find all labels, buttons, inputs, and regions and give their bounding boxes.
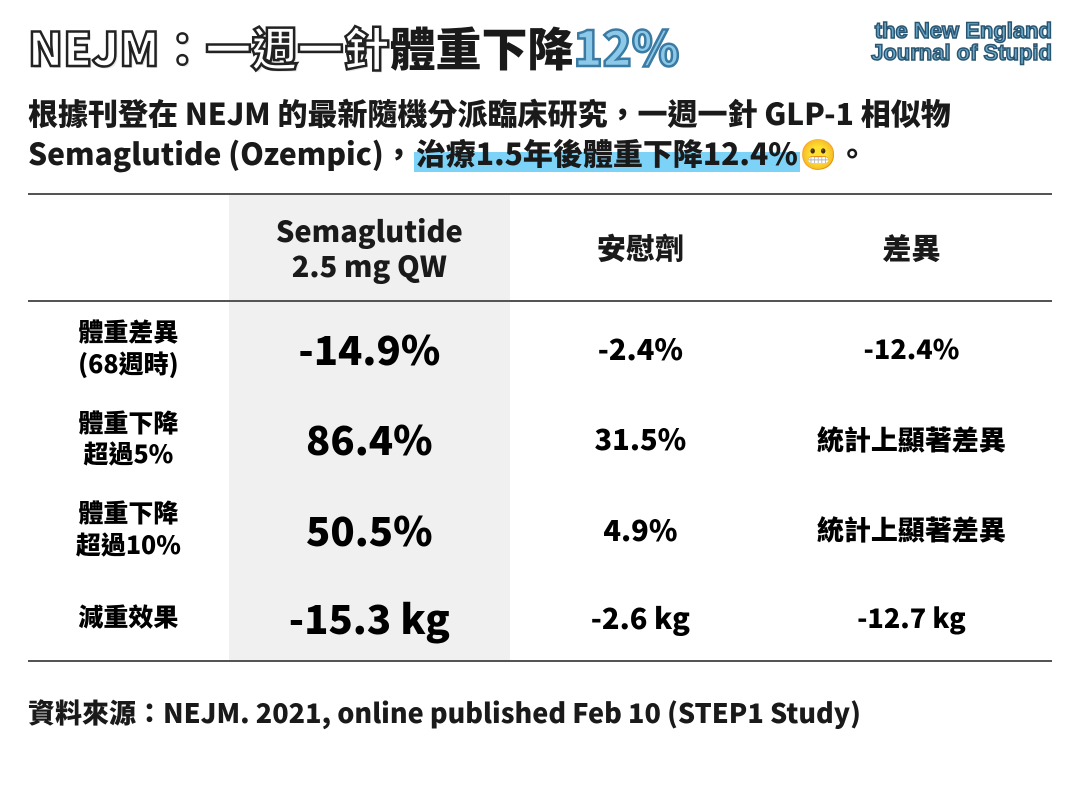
page-title: NEJM：一週一針體重下降12% (28, 18, 679, 74)
cell-sema: -15.3 kg (229, 574, 510, 661)
table-header-semaglutide: Semaglutide 2.5 mg QW (229, 194, 510, 302)
title-percent-part: 12% (573, 10, 679, 80)
row-label: 體重下降 超過10% (28, 483, 229, 574)
table-header-placebo: 安慰劑 (510, 194, 771, 302)
subtitle-part2: 。 (837, 130, 867, 174)
row-label-line1: 體重差異 (36, 316, 221, 347)
sema-header-line2: 2.5 mg QW (237, 248, 502, 283)
cell-diff: 統計上顯著差異 (771, 393, 1052, 484)
row-label: 減重效果 (28, 574, 229, 661)
row-label-line1: 體重下降 (36, 407, 221, 438)
logo-line-1: the New England (871, 20, 1052, 42)
logo-line-2: Journal of Stupid (871, 42, 1052, 64)
cell-diff: -12.4% (771, 301, 1052, 393)
table-row: 體重下降 超過5% 86.4% 31.5% 統計上顯著差異 (28, 393, 1052, 484)
title-outline-part: NEJM：一週一針 (28, 14, 389, 80)
table-header-empty (28, 194, 229, 302)
cell-placebo: 31.5% (510, 393, 771, 484)
results-table: Semaglutide 2.5 mg QW 安慰劑 差異 體重差異 (68週時)… (28, 193, 1052, 662)
journal-logo: the New England Journal of Stupid (871, 20, 1052, 64)
row-label-line2: 超過5% (36, 438, 221, 469)
row-label: 體重下降 超過5% (28, 393, 229, 484)
cell-diff: 統計上顯著差異 (771, 483, 1052, 574)
table-row: 體重差異 (68週時) -14.9% -2.4% -12.4% (28, 301, 1052, 393)
cell-sema: 86.4% (229, 393, 510, 484)
cell-diff: -12.7 kg (771, 574, 1052, 661)
cell-placebo: -2.6 kg (510, 574, 771, 661)
subtitle-text: 根據刊登在 NEJM 的最新隨機分派臨床研究，一週一針 GLP-1 相似物 Se… (28, 92, 1052, 173)
source-citation: 資料來源：NEJM. 2021, online published Feb 10… (28, 692, 1052, 731)
row-label-line1: 減重效果 (36, 601, 221, 632)
cell-sema: 50.5% (229, 483, 510, 574)
sema-header-line1: Semaglutide (237, 213, 502, 248)
row-label-line2: 超過10% (36, 529, 221, 560)
cell-placebo: -2.4% (510, 301, 771, 393)
grimace-emoji-icon: 😬 (800, 130, 837, 174)
subtitle-highlight: 治療1.5年後體重下降12.4% (414, 130, 800, 174)
cell-placebo: 4.9% (510, 483, 771, 574)
table-header-difference: 差異 (771, 194, 1052, 302)
row-label-line2: (68週時) (36, 348, 221, 379)
table-header-row: Semaglutide 2.5 mg QW 安慰劑 差異 (28, 194, 1052, 302)
title-solid-part: 體重下降 (389, 14, 573, 80)
table-row: 減重效果 -15.3 kg -2.6 kg -12.7 kg (28, 574, 1052, 661)
cell-sema: -14.9% (229, 301, 510, 393)
table-row: 體重下降 超過10% 50.5% 4.9% 統計上顯著差異 (28, 483, 1052, 574)
row-label: 體重差異 (68週時) (28, 301, 229, 393)
row-label-line1: 體重下降 (36, 497, 221, 528)
